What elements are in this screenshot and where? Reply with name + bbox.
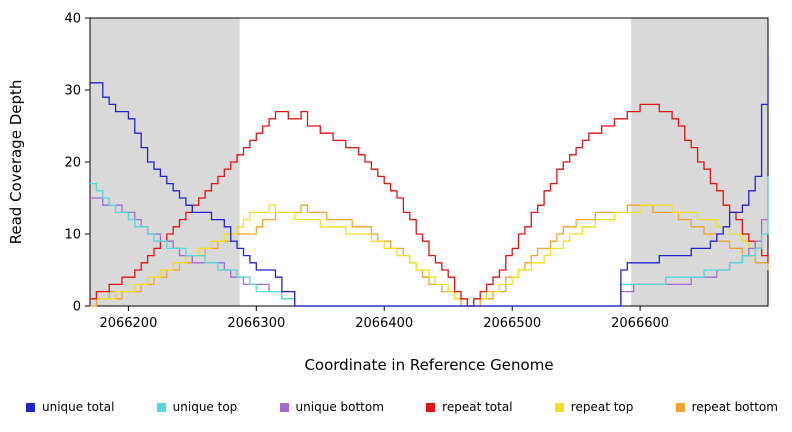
legend-label: repeat total (442, 400, 513, 414)
x-tick-label: 2066600 (611, 316, 669, 331)
legend-swatch-repeat-total (426, 402, 436, 412)
legend-swatch-unique-total (26, 402, 35, 412)
legend-item-repeat-total: repeat total (426, 400, 513, 414)
x-tick-label: 2066500 (483, 316, 541, 331)
legend-label: repeat top (570, 400, 634, 414)
y-tick-label: 30 (64, 84, 81, 99)
legend-item-unique-bottom: unique bottom (279, 400, 384, 414)
legend-swatch-repeat-bottom (675, 402, 685, 412)
legend-item-unique-top: unique top (156, 400, 238, 414)
legend-item-repeat-top: repeat top (554, 400, 634, 414)
legend-item-repeat-bottom: repeat bottom (675, 400, 778, 414)
series-line-repeat-total (90, 103, 769, 307)
legend-label: unique total (42, 400, 115, 414)
y-axis-label: Read Coverage Depth (7, 79, 25, 245)
legend-label: unique bottom (295, 400, 384, 414)
legend-swatch-unique-bottom (279, 402, 289, 412)
coverage-chart: 2066200 2066300 2066400 2066500 2066600 0 10 20… (64, 12, 769, 331)
y-tick-label: 40 (64, 12, 81, 27)
y-tick-label: 0 (73, 300, 81, 315)
shaded-region (90, 18, 240, 306)
legend-item-unique-total: unique total (26, 400, 114, 414)
legend-label: unique top (172, 400, 238, 414)
series-line-repeat-top (90, 204, 769, 307)
series-line-unique-total (90, 54, 769, 307)
y-tick-label: 10 (64, 228, 81, 243)
x-tick-label: 2066400 (355, 316, 413, 331)
legend: unique total unique top unique bottom repea… (26, 400, 778, 414)
x-axis-label: Coordinate in Reference Genome (304, 356, 554, 374)
legend-label: repeat bottom (691, 400, 778, 414)
x-tick-label: 2066200 (99, 316, 157, 331)
x-tick-label: 2066300 (227, 316, 285, 331)
legend-swatch-unique-top (156, 402, 166, 412)
y-tick-label: 20 (64, 156, 81, 171)
legend-swatch-repeat-top (554, 402, 564, 412)
